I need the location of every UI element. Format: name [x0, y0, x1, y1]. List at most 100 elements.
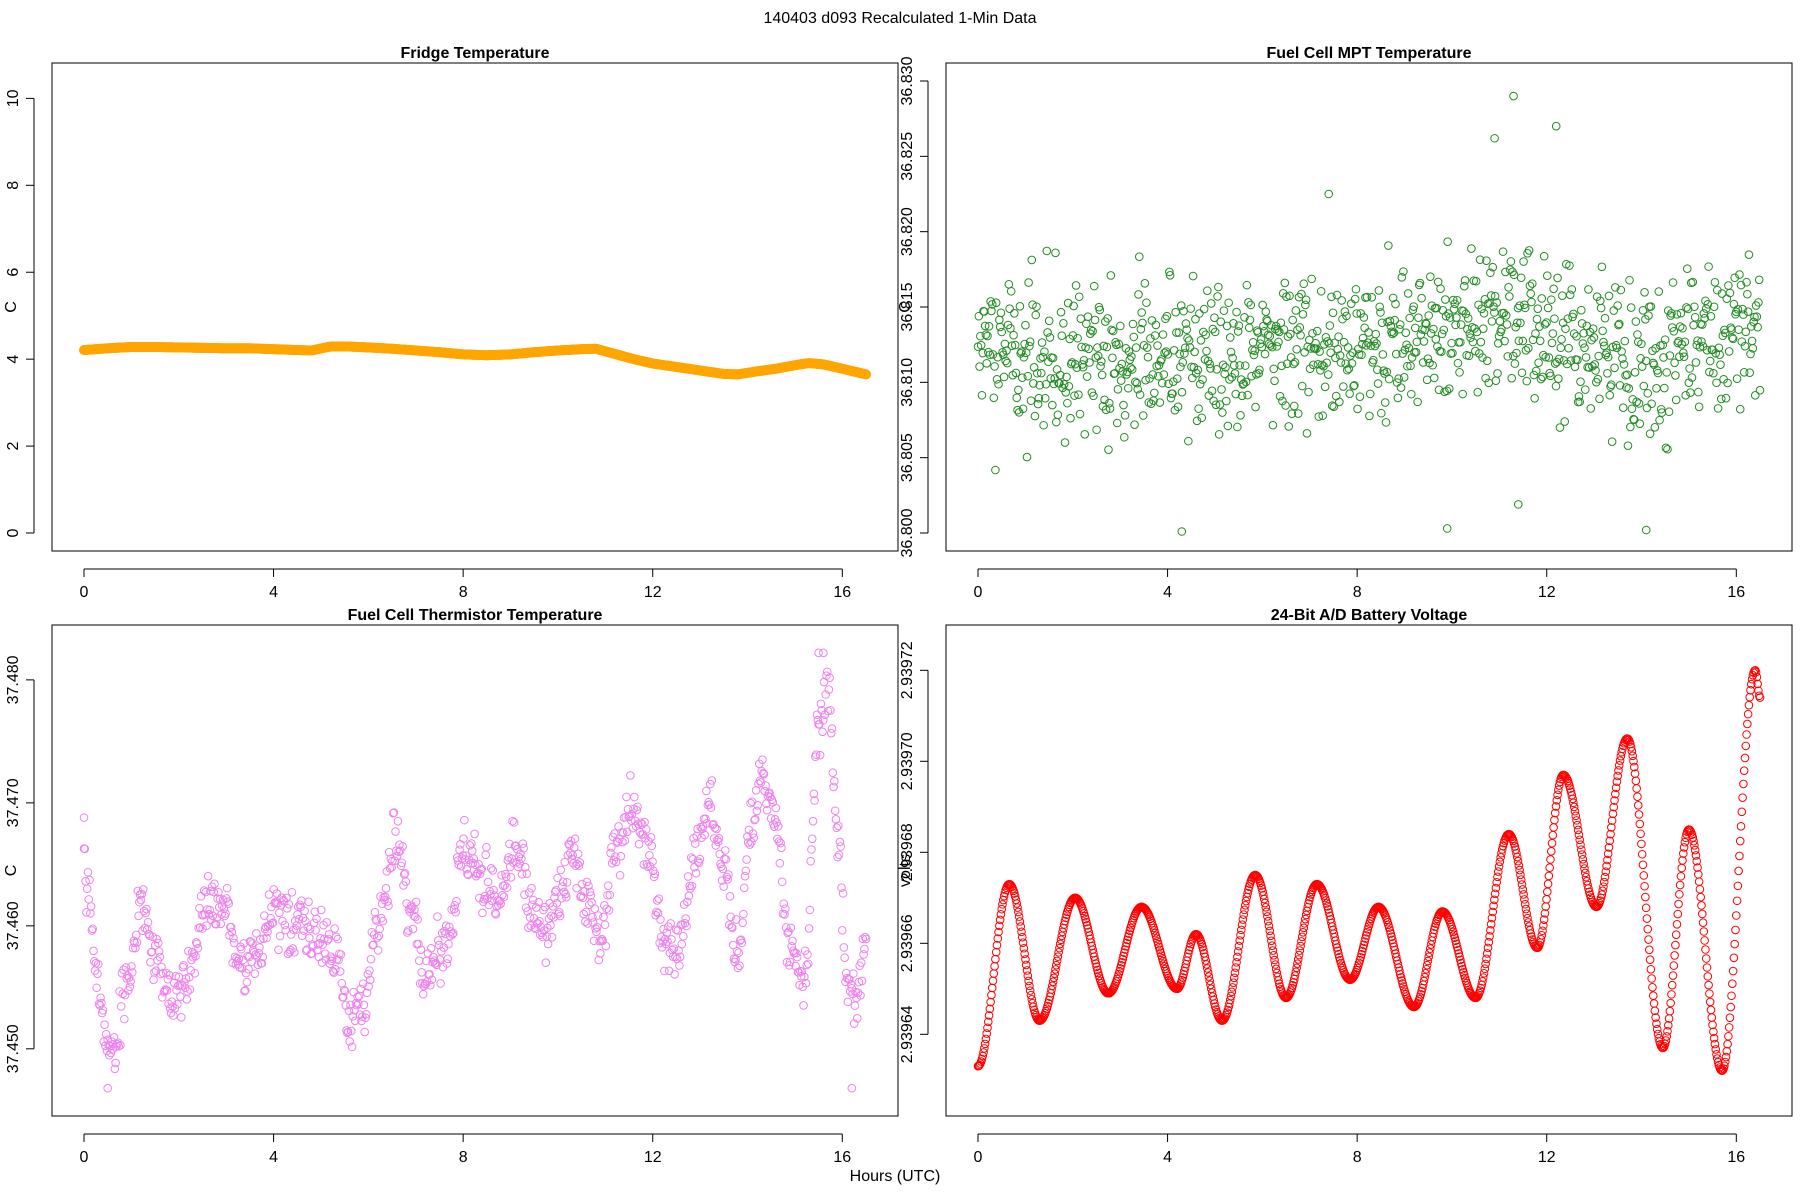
data-point — [444, 939, 453, 949]
data-point — [690, 863, 699, 872]
data-point — [1199, 327, 1208, 337]
data-point — [999, 891, 1009, 901]
data-point — [677, 939, 687, 949]
data-point — [1605, 836, 1615, 846]
data-point — [384, 901, 393, 910]
data-point — [101, 1029, 111, 1039]
data-point — [1670, 951, 1679, 960]
data-point — [1275, 391, 1285, 401]
data-point — [83, 867, 93, 877]
data-point — [131, 943, 140, 953]
data-point — [1225, 375, 1234, 384]
data-point — [632, 805, 642, 815]
data-point — [1054, 948, 1063, 957]
data-point — [1116, 321, 1125, 331]
data-point — [1516, 318, 1525, 328]
data-point — [581, 917, 590, 927]
data-point — [1130, 420, 1139, 429]
data-point — [1690, 841, 1699, 850]
data-point — [297, 931, 307, 941]
data-point — [1754, 298, 1763, 307]
data-point — [1560, 417, 1569, 426]
data-point — [1090, 955, 1100, 965]
data-point — [1164, 379, 1173, 389]
data-point — [1052, 365, 1062, 374]
data-point — [84, 895, 94, 904]
data-point — [288, 944, 298, 953]
data-point — [116, 1040, 125, 1050]
data-point — [1199, 945, 1208, 955]
data-point — [180, 978, 189, 987]
data-point — [1044, 316, 1054, 326]
data-point — [1022, 966, 1032, 975]
data-point — [995, 915, 1005, 925]
data-point — [1255, 365, 1264, 375]
data-point — [1500, 336, 1509, 346]
data-point — [1490, 291, 1500, 301]
data-point — [1184, 436, 1193, 446]
data-point — [604, 906, 614, 915]
data-point — [1131, 343, 1141, 352]
data-point — [578, 893, 588, 903]
data-point — [1221, 363, 1230, 372]
panel-title: 24-Bit A/D Battery Voltage — [1271, 607, 1468, 624]
y-tick-label: 36.810 — [899, 358, 916, 407]
data-point — [1666, 998, 1675, 1008]
y-axis-label: C — [3, 301, 20, 313]
data-point — [834, 821, 843, 831]
data-point — [1119, 400, 1128, 410]
data-point — [1386, 929, 1396, 938]
data-point — [165, 970, 174, 980]
data-point — [857, 976, 867, 986]
data-point — [1615, 756, 1625, 765]
data-point — [1708, 1020, 1717, 1030]
x-tick-label: 8 — [459, 584, 468, 601]
data-point — [287, 887, 297, 897]
data-point — [163, 974, 173, 984]
data-point — [1277, 361, 1286, 371]
x-tick-label: 8 — [1353, 1149, 1362, 1166]
data-point — [847, 1083, 857, 1093]
data-point — [93, 969, 102, 979]
data-point — [343, 1027, 353, 1037]
data-point — [1271, 964, 1281, 974]
data-point — [1089, 391, 1098, 401]
data-point — [645, 861, 655, 871]
data-point — [856, 991, 865, 1000]
data-point — [462, 864, 472, 874]
data-point — [1336, 358, 1346, 367]
data-point — [996, 308, 1006, 318]
data-point — [806, 856, 815, 866]
data-point — [1739, 779, 1748, 789]
data-point — [588, 912, 597, 922]
data-point — [1141, 375, 1150, 385]
data-point — [687, 881, 697, 891]
data-point — [1588, 324, 1598, 333]
data-point — [196, 891, 206, 901]
data-point — [1269, 951, 1279, 960]
data-point — [1380, 398, 1390, 407]
data-point — [779, 899, 789, 908]
data-point — [1682, 264, 1692, 273]
data-point — [1447, 338, 1456, 348]
data-point — [1482, 954, 1491, 964]
data-point — [834, 850, 844, 860]
data-point — [183, 987, 192, 996]
data-point — [1040, 393, 1050, 403]
data-point — [1730, 273, 1739, 283]
data-point — [1225, 995, 1235, 1005]
data-point — [1233, 952, 1242, 962]
data-point — [1726, 1002, 1736, 1012]
data-point — [1232, 307, 1241, 317]
data-point — [554, 907, 564, 917]
data-point — [1024, 278, 1033, 287]
y-tick-label: 2.93966 — [899, 914, 916, 972]
data-point — [1505, 265, 1515, 274]
data-point — [974, 311, 984, 321]
data-point — [1294, 950, 1304, 960]
data-point — [1637, 849, 1647, 859]
data-point — [1120, 945, 1130, 954]
data-point — [1550, 808, 1560, 818]
data-point — [1740, 753, 1750, 763]
